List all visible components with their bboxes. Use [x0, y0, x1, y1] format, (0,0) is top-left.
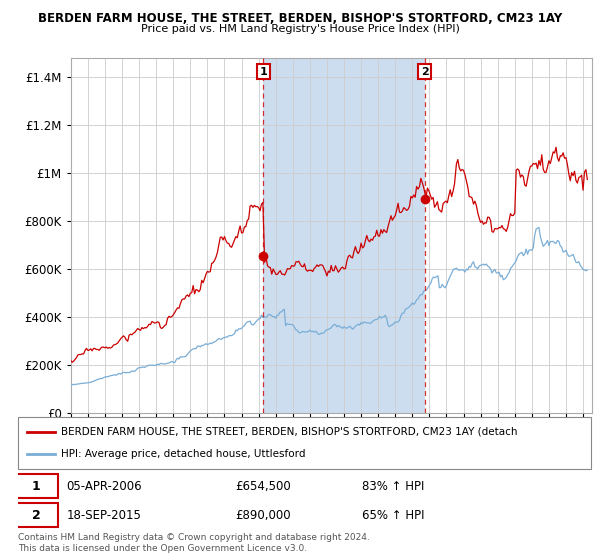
Text: 2: 2 — [32, 508, 41, 522]
Text: HPI: Average price, detached house, Uttlesford: HPI: Average price, detached house, Uttl… — [61, 449, 305, 459]
FancyBboxPatch shape — [15, 503, 58, 528]
Text: 2: 2 — [421, 67, 428, 77]
Text: Price paid vs. HM Land Registry's House Price Index (HPI): Price paid vs. HM Land Registry's House … — [140, 24, 460, 34]
Text: £654,500: £654,500 — [236, 479, 292, 493]
Bar — [263, 58, 425, 413]
Text: 83% ↑ HPI: 83% ↑ HPI — [362, 479, 424, 493]
FancyBboxPatch shape — [15, 474, 58, 498]
Text: 05-APR-2006: 05-APR-2006 — [67, 479, 142, 493]
Text: £890,000: £890,000 — [236, 508, 292, 522]
Text: Contains HM Land Registry data © Crown copyright and database right 2024.
This d: Contains HM Land Registry data © Crown c… — [18, 533, 370, 553]
Text: BERDEN FARM HOUSE, THE STREET, BERDEN, BISHOP'S STORTFORD, CM23 1AY (detach: BERDEN FARM HOUSE, THE STREET, BERDEN, B… — [61, 427, 517, 437]
Text: 18-SEP-2015: 18-SEP-2015 — [67, 508, 142, 522]
Text: 1: 1 — [259, 67, 267, 77]
Text: BERDEN FARM HOUSE, THE STREET, BERDEN, BISHOP'S STORTFORD, CM23 1AY: BERDEN FARM HOUSE, THE STREET, BERDEN, B… — [38, 12, 562, 25]
Text: 65% ↑ HPI: 65% ↑ HPI — [362, 508, 424, 522]
Text: 1: 1 — [32, 479, 41, 493]
